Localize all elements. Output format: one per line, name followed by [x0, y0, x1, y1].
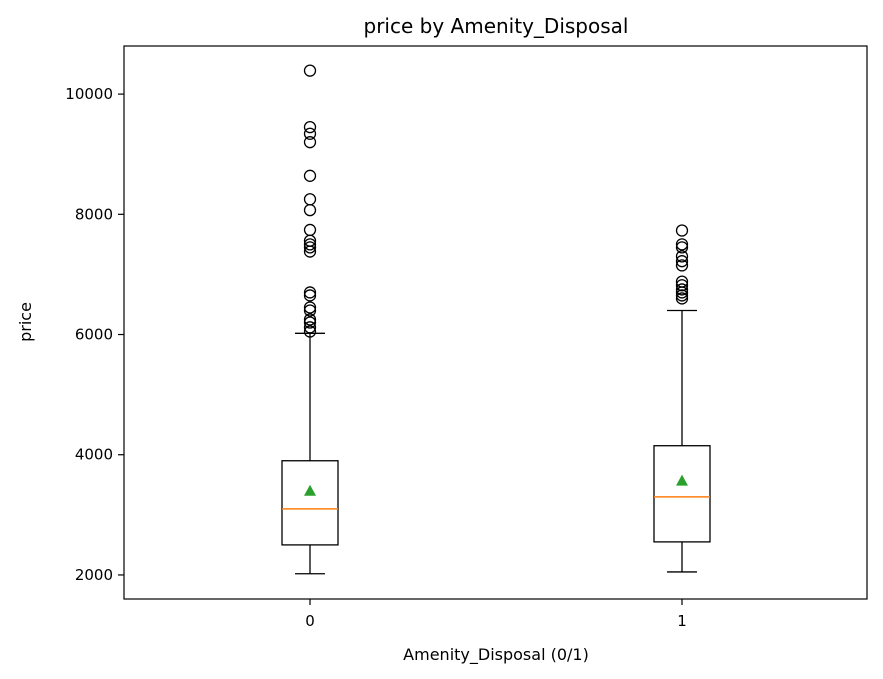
- iqr-box: [653, 445, 711, 543]
- outlier-point: [303, 238, 317, 251]
- outlier-point: [303, 136, 317, 149]
- outlier-point: [303, 203, 317, 217]
- x-axis-label: Amenity_Disposal (0/1): [403, 645, 589, 665]
- outlier-point: [303, 223, 317, 237]
- y-tick-label: 8000: [75, 205, 113, 223]
- outlier-point: [675, 292, 689, 305]
- box-group: [281, 64, 711, 575]
- plot-area: [123, 45, 868, 600]
- outlier-point: [675, 241, 689, 254]
- outlier-point: [303, 120, 317, 134]
- outlier-point: [303, 64, 317, 77]
- outlier-point: [675, 289, 689, 302]
- y-tick-label: 10000: [65, 85, 113, 103]
- outlier-point: [303, 321, 317, 334]
- outlier-point: [303, 301, 317, 314]
- y-axis-label: price: [16, 302, 35, 342]
- outlier-point: [303, 241, 317, 254]
- outlier-point: [675, 250, 689, 263]
- outlier-point: [303, 193, 317, 206]
- y-tick-label: 2000: [75, 566, 113, 584]
- outlier-point: [675, 259, 689, 272]
- x-tick-label: 1: [677, 612, 687, 630]
- outlier-point: [303, 316, 317, 329]
- outlier-point: [303, 304, 317, 317]
- y-axis: 2000 4000 6000 8000 10000: [65, 85, 124, 584]
- outlier-point: [675, 238, 689, 251]
- outlier-point: [675, 255, 689, 268]
- outlier-point: [303, 289, 317, 302]
- outlier-point: [303, 325, 317, 338]
- outlier-point: [303, 313, 317, 326]
- box-0: [281, 64, 339, 575]
- outlier-point: [675, 279, 689, 292]
- chart-title: price by Amenity_Disposal: [364, 14, 629, 38]
- outlier-point: [303, 127, 317, 140]
- mean-marker: [676, 474, 688, 486]
- box-1: [653, 224, 711, 573]
- y-tick-label: 4000: [75, 446, 113, 464]
- x-tick-label: 0: [305, 612, 315, 630]
- outlier-point: [675, 283, 689, 296]
- outlier-point: [303, 169, 317, 182]
- outlier-point: [675, 224, 689, 237]
- outlier-point: [675, 275, 689, 288]
- iqr-box: [281, 460, 339, 546]
- y-tick-label: 6000: [75, 326, 113, 344]
- mean-marker: [304, 484, 316, 496]
- outlier-point: [303, 286, 317, 299]
